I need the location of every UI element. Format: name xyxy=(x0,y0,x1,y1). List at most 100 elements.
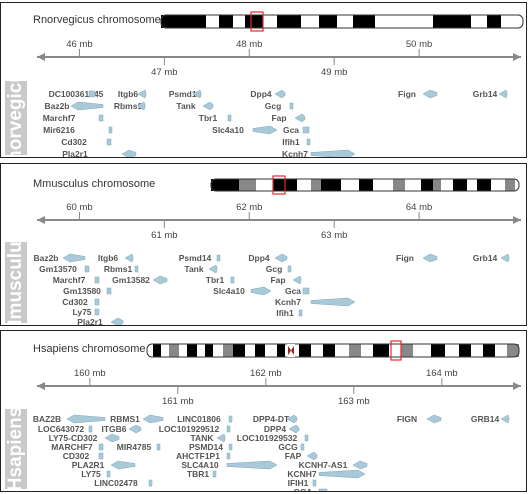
gene[interactable]: IFIH1 xyxy=(288,478,317,488)
gene[interactable]: BAZ2B xyxy=(33,414,106,424)
gene[interactable]: GCG xyxy=(278,442,305,452)
chromosome-band xyxy=(265,344,277,357)
chromosome-band xyxy=(311,179,321,191)
gene[interactable]: AHCTF1P1 xyxy=(176,451,231,461)
chromosome-band xyxy=(477,179,491,191)
chromosome-title: Rnorvegicus chromosome xyxy=(33,14,161,26)
gene[interactable]: Slc4a10 xyxy=(212,125,278,135)
gene[interactable]: LINC01806 xyxy=(177,414,233,424)
gene[interactable]: Gca xyxy=(283,125,310,135)
gene[interactable]: Gca xyxy=(285,286,310,296)
gene-feature-arrow xyxy=(142,414,164,424)
gene[interactable]: Dpp4 xyxy=(248,253,288,263)
gene[interactable]: Gm13570 xyxy=(39,264,90,274)
gene-feature xyxy=(216,254,221,262)
chromosome-ideogram[interactable] xyxy=(160,11,524,32)
gene[interactable]: Fap xyxy=(271,113,306,123)
gene[interactable]: Mir6216 xyxy=(43,125,113,135)
gene[interactable]: Marchf7 xyxy=(43,113,104,123)
gene[interactable]: Grb14 xyxy=(473,253,510,263)
gene[interactable]: Baz2b xyxy=(44,101,104,111)
gene[interactable]: Fign xyxy=(396,253,438,263)
gene[interactable]: Cd302 xyxy=(61,137,112,147)
gene-feature-arrow xyxy=(274,89,286,99)
gene[interactable]: LOC101929512 xyxy=(159,424,231,434)
gene[interactable]: Tbr1 xyxy=(199,113,232,123)
gene[interactable]: TANK xyxy=(191,433,226,443)
gene[interactable]: RBMS1 xyxy=(110,414,164,424)
gene[interactable]: PSMD14 xyxy=(189,442,233,452)
axis-tick-label: 63 mb xyxy=(321,230,347,241)
gene[interactable]: Tank xyxy=(176,101,214,111)
gene[interactable]: Tbr1 xyxy=(206,275,235,285)
gene[interactable]: ITGB6 xyxy=(101,424,142,434)
species-tab-mmusculus[interactable]: Mmusculus xyxy=(5,242,27,323)
region-highlight[interactable] xyxy=(272,175,286,195)
gene[interactable]: Gm13582 xyxy=(112,275,168,285)
gene[interactable]: Cd302 xyxy=(62,297,100,307)
gene[interactable]: LY75 xyxy=(81,469,111,479)
gene[interactable]: Baz2b xyxy=(33,253,86,263)
gene[interactable]: Ifih1 xyxy=(282,137,311,147)
gene-label: Slc4a10 xyxy=(213,286,245,296)
gene[interactable]: Kcnh7 xyxy=(275,297,356,307)
axis-arrow-left xyxy=(37,53,45,61)
region-highlight[interactable] xyxy=(250,11,264,32)
gene-label: MARCHF7 xyxy=(51,442,93,452)
gene-feature xyxy=(94,276,100,284)
gene[interactable]: Itgb6 xyxy=(118,89,147,99)
region-highlight[interactable] xyxy=(390,340,402,361)
chromosome-band xyxy=(251,15,263,28)
gene[interactable]: PLA2R1 xyxy=(72,460,136,470)
gene[interactable]: FAP xyxy=(285,451,318,461)
gene-label: Pla2r1 xyxy=(62,149,88,158)
gene[interactable]: Slc4a10 xyxy=(213,286,272,296)
chromosome-ideogram[interactable] xyxy=(146,340,520,361)
gene[interactable]: MARCHF7 xyxy=(51,442,104,452)
gene[interactable]: LINC02478 xyxy=(94,478,153,488)
gene[interactable]: Grb14 xyxy=(473,89,508,99)
gene[interactable]: Rbms1 xyxy=(104,264,139,274)
gene[interactable]: FIGN xyxy=(397,414,442,424)
gene[interactable]: Tank xyxy=(184,264,218,274)
gene[interactable]: Psmd14 xyxy=(179,253,221,263)
gene[interactable]: LY75-CD302 xyxy=(49,433,120,443)
chromosome-band xyxy=(153,344,161,357)
gene[interactable]: Ifih1 xyxy=(276,308,303,318)
gene[interactable]: GCA xyxy=(294,487,328,492)
gene[interactable]: Gcg xyxy=(265,101,294,111)
gene[interactable]: Dpp4 xyxy=(250,89,286,99)
gene[interactable]: Psmd14 xyxy=(169,89,202,99)
gene[interactable]: Pla2r1 xyxy=(62,149,137,158)
species-tab-hsapiens[interactable]: Hsapiens xyxy=(5,409,27,489)
gene[interactable]: Pla2r1 xyxy=(77,317,124,326)
gene[interactable]: Kcnh7 xyxy=(282,149,356,158)
gene[interactable]: Fign xyxy=(398,89,438,99)
gene[interactable]: SLC4A10 xyxy=(181,460,278,470)
gene[interactable]: GRB14 xyxy=(471,414,510,424)
gene[interactable]: Itgb6 xyxy=(98,253,134,263)
gene[interactable]: LOC643072 xyxy=(38,424,93,434)
gene[interactable]: CD302 xyxy=(63,451,104,461)
chromosome-band xyxy=(459,344,471,357)
gene-label: PSMD14 xyxy=(189,442,223,452)
gene[interactable]: Gm13580 xyxy=(63,286,112,296)
gene[interactable]: Gcg xyxy=(266,264,292,274)
gene[interactable]: Fap xyxy=(270,275,302,285)
gene[interactable]: MIR4785 xyxy=(117,442,161,452)
gene-feature xyxy=(228,415,233,423)
chromosome-ideogram[interactable] xyxy=(210,175,520,195)
gene-feature xyxy=(98,114,104,122)
gene[interactable]: Rbms1 xyxy=(114,101,146,111)
gene[interactable]: DPP4 xyxy=(264,424,300,434)
gene[interactable]: DC100361645 xyxy=(49,89,104,99)
gene[interactable]: Marchf7 xyxy=(53,275,100,285)
gene[interactable]: KCNH7-AS1 xyxy=(299,460,368,470)
gene[interactable]: TBR1 xyxy=(187,469,217,479)
gene[interactable]: LOC101929532 xyxy=(237,433,309,443)
species-tab-rnorvegicus[interactable]: Rnorvegicus xyxy=(5,81,27,155)
gene[interactable]: Ly75 xyxy=(72,307,100,317)
gene[interactable]: DPP4-DT xyxy=(253,414,298,424)
axis-arrow-right xyxy=(513,382,521,390)
gene[interactable]: KCNH7 xyxy=(287,469,366,479)
